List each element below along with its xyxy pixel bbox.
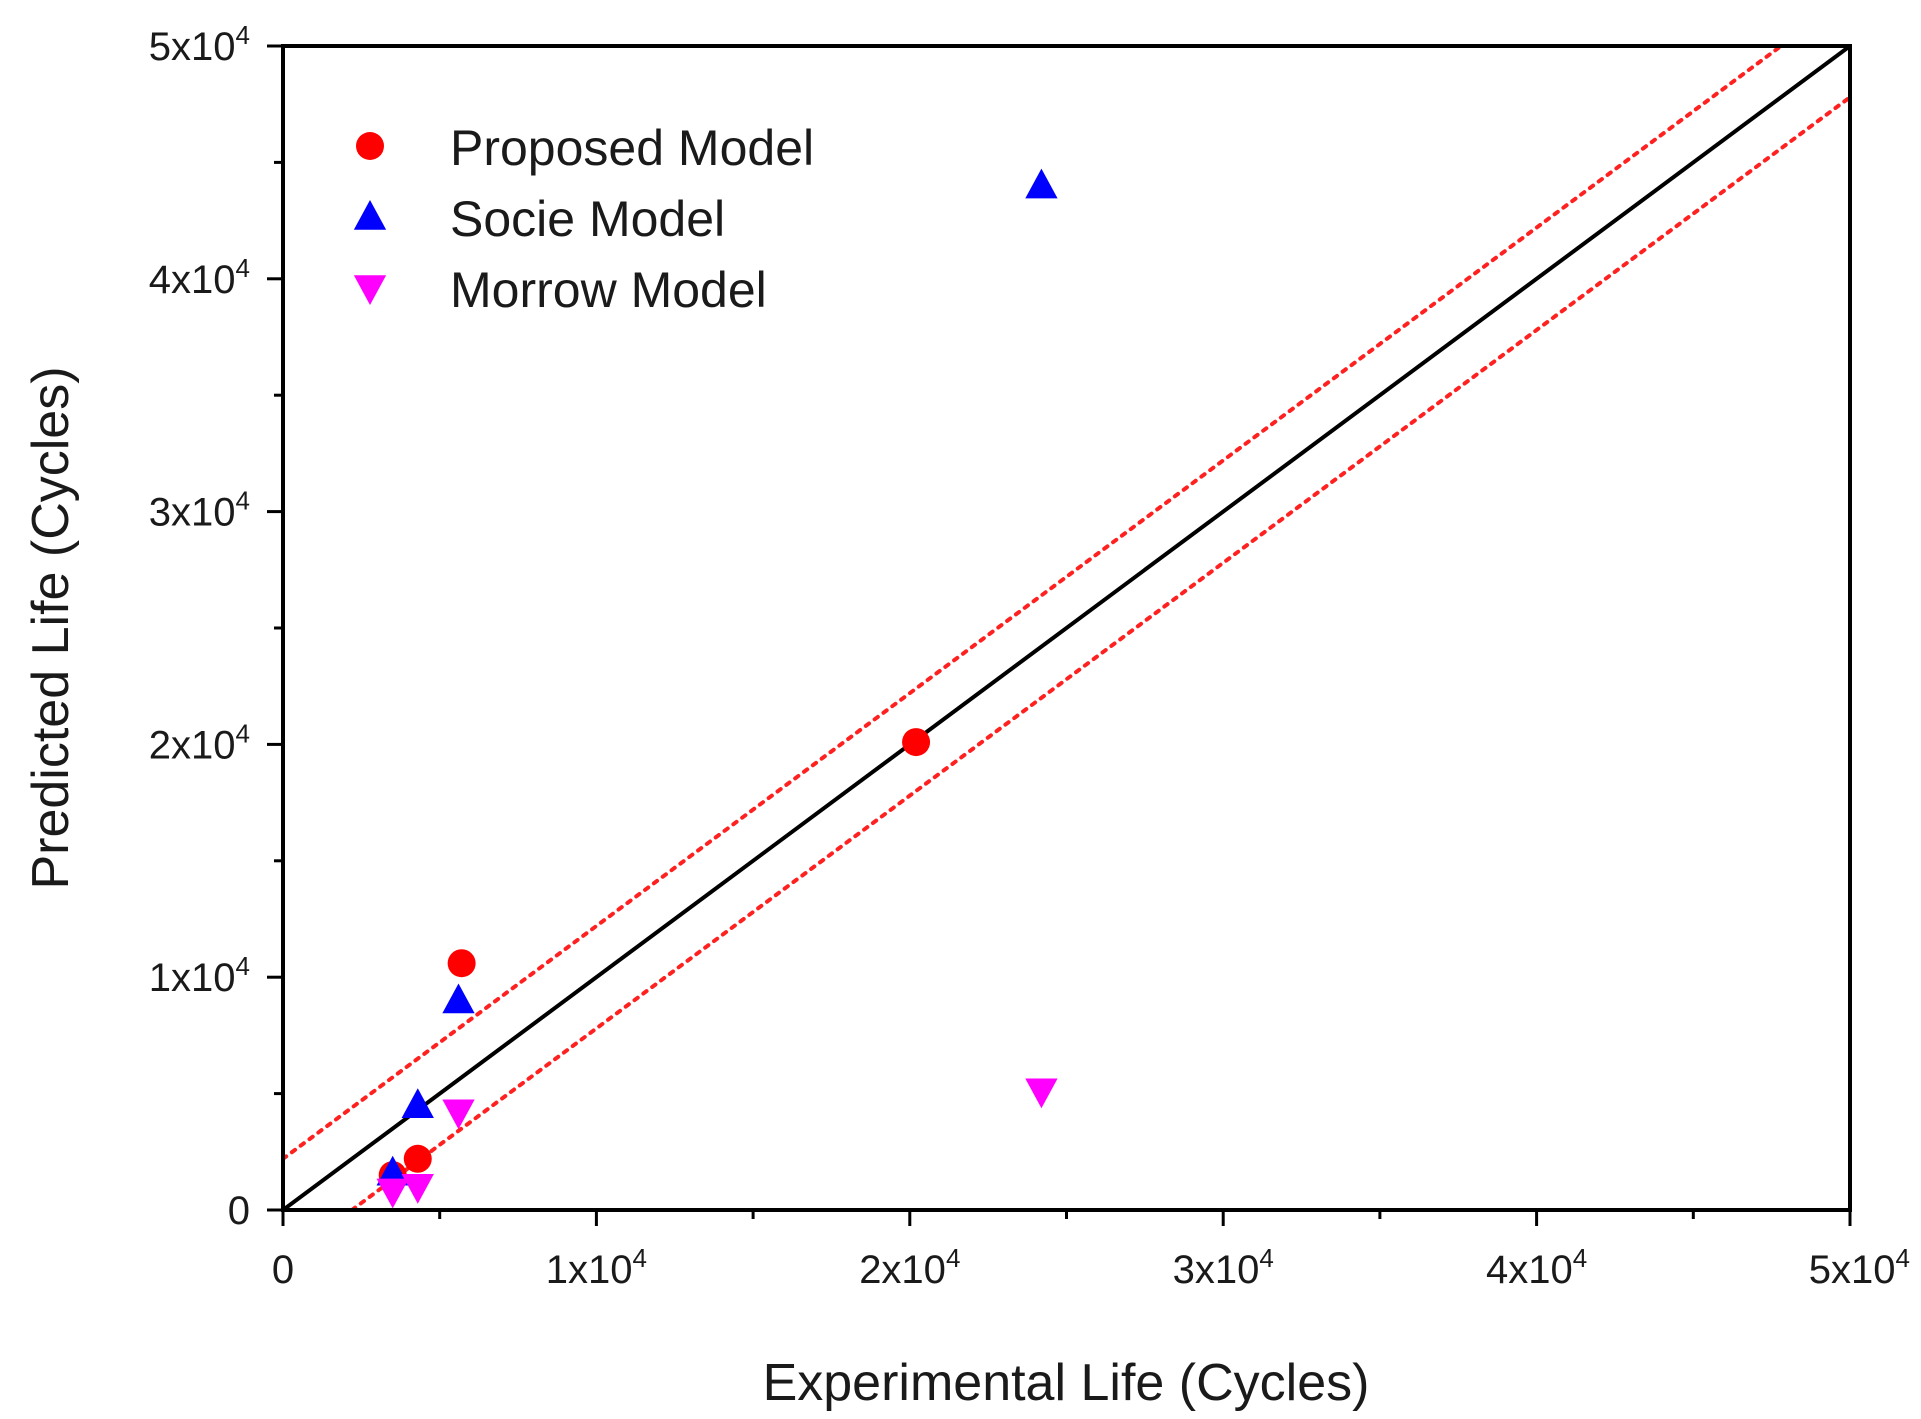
proposed-model-point: [902, 728, 931, 757]
reference-line-lower-band: [349, 95, 1850, 1210]
reference-line-identity: [283, 46, 1850, 1210]
axis-ticks: [267, 44, 1852, 1226]
x-tick-label: 3x104: [1173, 1243, 1274, 1292]
x-axis-title: Experimental Life (Cycles): [763, 1354, 1370, 1412]
x-tick-label: 0: [272, 1248, 294, 1292]
y-tick-label: 2x104: [149, 718, 250, 767]
y-axis-title: Predicted Life (Cycles): [22, 366, 80, 889]
x-tick-label: 4x104: [1486, 1243, 1587, 1292]
legend-label-socie-model: Socie Model: [450, 191, 725, 247]
y-tick-label: 5x104: [149, 20, 250, 69]
proposed-model-point: [447, 949, 476, 978]
y-tick-label: 3x104: [149, 486, 250, 535]
data-points: [376, 168, 1058, 1209]
legend-label-morrow-model: Morrow Model: [450, 262, 767, 318]
morrow-model-point: [376, 1178, 409, 1209]
socie-model-point: [442, 983, 475, 1014]
reference-lines: [283, 46, 1850, 1210]
y-tick-label: 1x104: [149, 951, 250, 1000]
socie-model-point: [1025, 168, 1058, 199]
socie-model-point: [401, 1088, 434, 1118]
morrow-model-point: [1025, 1078, 1058, 1109]
y-axis-tick-labels: 0 1x104 2x104 3x104 4x104 5x104: [149, 20, 250, 1233]
x-axis-tick-labels: 0 1x104 2x104 3x104 4x104 5x104: [272, 1243, 1910, 1292]
y-tick-label: 0: [228, 1189, 250, 1233]
legend-label-proposed-model: Proposed Model: [450, 120, 814, 176]
legend-marker-proposed-model: [356, 132, 384, 160]
x-tick-label: 1x104: [546, 1243, 647, 1292]
reference-line-upper-band: [283, 46, 1785, 1161]
x-tick-label: 2x104: [859, 1243, 960, 1292]
socie-model-point: [376, 1155, 409, 1186]
legend: Proposed Model Socie Model Morrow Model: [353, 120, 814, 318]
y-tick-label: 4x104: [149, 253, 250, 302]
morrow-model-point: [401, 1173, 434, 1204]
legend-marker-socie-model: [353, 200, 387, 230]
proposed-model-point: [403, 1144, 432, 1173]
legend-marker-morrow-model: [353, 275, 387, 305]
x-tick-label: 5x104: [1809, 1243, 1910, 1292]
morrow-model-point: [442, 1099, 475, 1130]
